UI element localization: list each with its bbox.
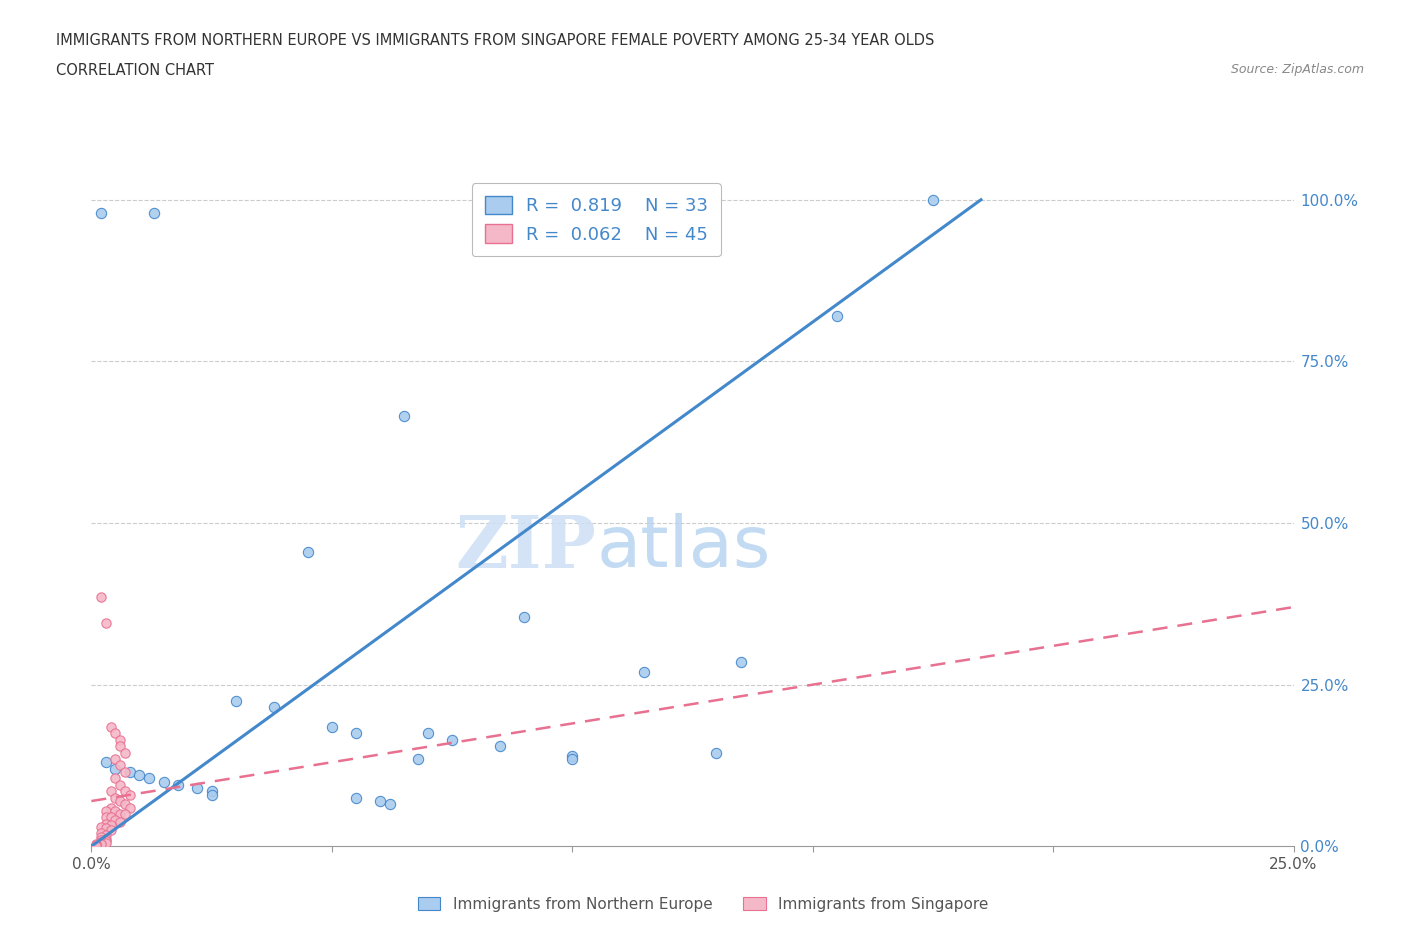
Point xyxy=(825,309,848,324)
Point xyxy=(110,738,132,753)
Point xyxy=(90,206,112,220)
Point xyxy=(138,771,160,786)
Point xyxy=(104,813,127,828)
Point xyxy=(110,806,132,821)
Point xyxy=(94,810,117,825)
Point xyxy=(489,738,512,753)
Point xyxy=(94,836,117,851)
Point xyxy=(114,797,136,812)
Point xyxy=(114,806,136,821)
Point xyxy=(100,810,122,825)
Point xyxy=(416,725,439,740)
Point xyxy=(90,830,112,844)
Point xyxy=(368,793,391,808)
Point xyxy=(561,751,583,766)
Point xyxy=(297,545,319,560)
Point xyxy=(94,755,117,770)
Point xyxy=(263,700,285,715)
Point xyxy=(94,833,117,848)
Point xyxy=(922,193,945,207)
Point xyxy=(104,751,127,766)
Point xyxy=(104,762,127,777)
Point xyxy=(84,838,107,853)
Point xyxy=(730,655,752,670)
Text: IMMIGRANTS FROM NORTHERN EUROPE VS IMMIGRANTS FROM SINGAPORE FEMALE POVERTY AMON: IMMIGRANTS FROM NORTHERN EUROPE VS IMMIG… xyxy=(56,33,935,47)
Point xyxy=(104,771,127,786)
Point xyxy=(440,732,463,747)
Point xyxy=(100,784,122,799)
Text: CORRELATION CHART: CORRELATION CHART xyxy=(56,63,214,78)
Point xyxy=(392,409,415,424)
Point xyxy=(128,768,150,783)
Point xyxy=(94,821,117,836)
Point xyxy=(90,590,112,604)
Point xyxy=(110,815,132,830)
Point xyxy=(90,836,112,851)
Point xyxy=(94,804,117,818)
Point xyxy=(94,616,117,631)
Point xyxy=(94,827,117,842)
Point xyxy=(633,664,655,679)
Point xyxy=(321,719,343,734)
Point xyxy=(167,777,190,792)
Point xyxy=(706,745,728,760)
Point xyxy=(408,751,430,766)
Text: Source: ZipAtlas.com: Source: ZipAtlas.com xyxy=(1230,63,1364,76)
Point xyxy=(90,819,112,834)
Point xyxy=(118,800,141,815)
Point xyxy=(100,817,122,832)
Point xyxy=(561,749,583,764)
Point xyxy=(152,774,174,789)
Point xyxy=(104,790,127,805)
Point xyxy=(114,745,136,760)
Legend: Immigrants from Northern Europe, Immigrants from Singapore: Immigrants from Northern Europe, Immigra… xyxy=(412,890,994,918)
Point xyxy=(142,206,165,220)
Text: ZIP: ZIP xyxy=(456,512,596,583)
Point xyxy=(201,787,224,802)
Point xyxy=(201,784,224,799)
Point xyxy=(513,609,536,624)
Point xyxy=(104,725,127,740)
Point xyxy=(84,837,107,852)
Point xyxy=(118,764,141,779)
Point xyxy=(378,797,401,812)
Point xyxy=(104,804,127,818)
Point xyxy=(344,725,367,740)
Legend: R =  0.819    N = 33, R =  0.062    N = 45: R = 0.819 N = 33, R = 0.062 N = 45 xyxy=(472,183,721,257)
Point xyxy=(110,793,132,808)
Point xyxy=(118,787,141,802)
Point xyxy=(94,831,117,846)
Point xyxy=(90,826,112,841)
Text: atlas: atlas xyxy=(596,513,770,582)
Point xyxy=(84,838,107,853)
Point xyxy=(110,732,132,747)
Point xyxy=(110,758,132,773)
Point xyxy=(100,823,122,838)
Point xyxy=(110,777,132,792)
Point xyxy=(225,694,247,709)
Point xyxy=(186,780,208,795)
Point xyxy=(100,800,122,815)
Point xyxy=(114,764,136,779)
Point xyxy=(100,719,122,734)
Point xyxy=(344,790,367,805)
Point xyxy=(94,817,117,831)
Point xyxy=(90,835,112,850)
Point xyxy=(114,784,136,799)
Point xyxy=(90,832,112,847)
